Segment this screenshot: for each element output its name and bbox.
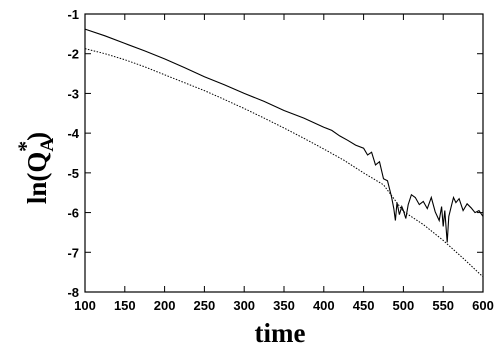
x-tick-label: 550 (432, 298, 454, 313)
y-tick-label: -2 (67, 47, 79, 62)
y-tick-label: -8 (67, 285, 79, 300)
y-axis-title-superscript: * (13, 141, 38, 152)
y-tick-label: -1 (67, 7, 79, 22)
x-tick-label: 500 (393, 298, 415, 313)
y-axis-title-subscript: A (37, 138, 58, 152)
x-tick-label: 600 (472, 298, 494, 313)
y-tick-label: -4 (67, 126, 79, 141)
plot-area-frame (84, 13, 484, 293)
y-axis-title: ln(QA*) (13, 132, 58, 204)
x-tick-label: 300 (233, 298, 255, 313)
x-tick-label: 400 (313, 298, 335, 313)
axis-ticks (84, 13, 484, 293)
y-tick-label: -5 (67, 166, 79, 181)
svg-text:ln(QA*): ln(QA*) (13, 132, 58, 204)
x-tick-label: 100 (74, 298, 96, 313)
x-tick-label: 150 (114, 298, 136, 313)
x-tick-label: 450 (353, 298, 375, 313)
x-axis-title: time (255, 318, 306, 348)
y-axis-title-base: ln(Q (22, 152, 52, 205)
y-tick-label: -3 (67, 86, 79, 101)
y-tick-label: -7 (67, 245, 79, 260)
series-layer (84, 28, 484, 278)
x-tick-label: 350 (273, 298, 295, 313)
x-tick-label: 200 (154, 298, 176, 313)
series-line-dotted (84, 48, 484, 278)
x-tick-labels: 100 150 200 250 300 350 400 450 500 550 600 (74, 298, 494, 313)
x-tick-label: 250 (194, 298, 216, 313)
y-tick-labels: -8 -7 -6 -5 -4 -3 -2 -1 (67, 7, 79, 300)
y-tick-label: -6 (67, 206, 79, 221)
series-line-solid (84, 28, 484, 243)
y-axis-title-close: ) (22, 132, 52, 141)
